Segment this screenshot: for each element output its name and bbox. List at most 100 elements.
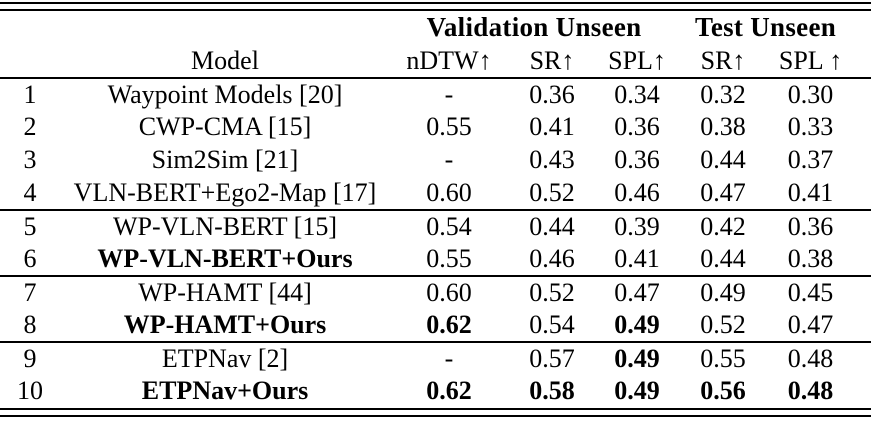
metric-value: 0.41 <box>614 243 660 273</box>
metric-value: 0.56 <box>700 376 746 406</box>
table-row: 8 WP-HAMT+Ours 0.62 0.54 0.49 0.52 0.47 <box>0 309 871 342</box>
model-name: WP-HAMT [44] <box>138 277 312 307</box>
metric-value: 0.38 <box>700 112 746 142</box>
table-header: Validation Unseen Test Unseen Model nDTW… <box>0 11 871 78</box>
metric-value: 0.47 <box>614 277 660 307</box>
model-name: Waypoint Models [20] <box>107 79 343 109</box>
metric-value: 0.41 <box>787 177 834 207</box>
metric-value: 0.33 <box>787 112 834 142</box>
metric-value: 0.42 <box>700 211 746 241</box>
row-index: 9 <box>23 343 37 373</box>
metric-value: 0.48 <box>787 376 834 406</box>
table-row-group: 9 ETPNav [2] - 0.57 0.49 0.55 0.48 10 ETPNav+Our… <box>0 342 871 408</box>
metric-value: 0.36 <box>787 211 834 241</box>
model-name: WP-VLN-BERT [15] <box>113 211 337 241</box>
row-index: 8 <box>23 309 37 339</box>
results-table: Validation Unseen Test Unseen Model nDTW… <box>0 2 871 417</box>
metric-value: 0.39 <box>614 211 660 241</box>
metric-value: 0.60 <box>426 277 472 307</box>
metric-value: - <box>444 343 454 373</box>
metric-value: - <box>444 145 454 175</box>
table-row-group: 5 WP-VLN-BERT [15] 0.54 0.44 0.39 0.42 0.36 6 WP… <box>0 210 871 276</box>
metric-value: 0.55 <box>426 243 472 273</box>
metric-value: 0.54 <box>529 309 575 339</box>
metric-value: 0.62 <box>426 309 472 339</box>
row-index: 3 <box>23 145 37 175</box>
table-row: 3 Sim2Sim [21] - 0.43 0.36 0.44 0.37 <box>0 144 871 177</box>
model-name: Sim2Sim [21] <box>151 145 299 175</box>
table-row-group: 1 Waypoint Models [20] -0.36 0.34 0.32 0.30 2 C… <box>0 78 871 210</box>
metric-value: 0.49 <box>614 376 660 406</box>
metric-value: 0.44 <box>529 211 575 241</box>
metric-value: 0.41 <box>529 112 575 142</box>
column-header-sr-test: SR↑ <box>700 45 746 75</box>
table-row: 4 VLN-BERT+Ego2-Map [17] 0.60 0.52 0.46 0.47 0… <box>0 177 871 210</box>
metric-value: 0.55 <box>426 112 472 142</box>
group-header-validation-unseen: Validation Unseen <box>426 12 642 43</box>
column-header-model: Model <box>191 45 259 75</box>
metric-value: 0.32 <box>700 79 746 109</box>
metric-value: 0.30 <box>787 79 834 109</box>
metric-value: 0.36 <box>614 112 660 142</box>
row-index: 5 <box>23 211 37 241</box>
column-header-row: Model nDTW↑ SR↑ SPL↑ SR↑ SPL ↑ <box>0 45 871 78</box>
model-name: WP-VLN-BERT+Ours <box>97 243 353 273</box>
metric-value: 0.38 <box>787 243 834 273</box>
table-row-group: 7 WP-HAMT [44] 0.60 0.52 0.47 0.49 0.45 8 WP-HAM… <box>0 276 871 342</box>
metric-value: 0.45 <box>787 277 834 307</box>
column-header-sr-val: SR↑ <box>529 45 575 75</box>
group-header-row: Validation Unseen Test Unseen <box>0 11 871 45</box>
metric-value: 0.44 <box>700 243 746 273</box>
model-name: ETPNav+Ours <box>141 376 309 406</box>
table-row: 1 Waypoint Models [20] - 0.36 0.34 0.32 0.30 <box>0 78 871 111</box>
metric-value: 0.36 <box>614 145 660 175</box>
results-table-grid: Validation Unseen Test Unseen Model nDTW… <box>0 11 871 408</box>
table-row: 9 ETPNav [2] - 0.57 0.49 0.55 0.48 <box>0 342 871 375</box>
metric-value: 0.49 <box>700 277 746 307</box>
metric-value: 0.36 <box>529 79 575 109</box>
row-index: 7 <box>23 277 37 307</box>
metric-value: 0.37 <box>787 145 834 175</box>
metric-value: 0.48 <box>787 343 834 373</box>
group-header-test-unseen: Test Unseen <box>695 12 837 43</box>
metric-value: 0.60 <box>426 177 472 207</box>
table-row: 10 ETPNav+Ours 0.62 0.58 0.49 0.56 0.48 <box>0 375 871 408</box>
metric-value: 0.58 <box>529 376 575 406</box>
table-row: 5 WP-VLN-BERT [15] 0.54 0.44 0.39 0.42 0.36 <box>0 210 871 243</box>
row-index: 2 <box>23 112 37 142</box>
row-index: 10 <box>17 376 43 406</box>
column-header-spl-val: SPL↑ <box>608 45 666 75</box>
metric-value: 0.52 <box>529 277 575 307</box>
metric-value: 0.57 <box>529 343 575 373</box>
metric-value: 0.44 <box>700 145 746 175</box>
model-name: ETPNav [2] <box>161 343 289 373</box>
metric-value: 0.52 <box>700 309 746 339</box>
metric-value: 0.55 <box>700 343 746 373</box>
metric-value: 0.46 <box>529 243 575 273</box>
table-top-rule <box>0 2 871 11</box>
metric-value: 0.47 <box>787 309 834 339</box>
group-header-spacer <box>0 11 390 45</box>
model-name: CWP-CMA [15] <box>138 112 312 142</box>
table-bottom-rule <box>0 408 871 417</box>
metric-value: 0.62 <box>426 376 472 406</box>
row-index: 1 <box>23 79 37 109</box>
metric-value: 0.49 <box>614 309 660 339</box>
metric-value: 0.49 <box>614 343 660 373</box>
metric-value: 0.43 <box>529 145 575 175</box>
metric-value: 0.54 <box>426 211 472 241</box>
metric-value: 0.46 <box>614 177 660 207</box>
table-row: 7 WP-HAMT [44] 0.60 0.52 0.47 0.49 0.45 <box>0 276 871 309</box>
row-index: 6 <box>23 243 37 273</box>
table-row: 2 CWP-CMA [15] 0.55 0.41 0.36 0.38 0.33 <box>0 111 871 144</box>
row-index: 4 <box>23 177 37 207</box>
metric-value: 0.34 <box>614 79 660 109</box>
metric-value: - <box>444 79 454 109</box>
model-name: WP-HAMT+Ours <box>123 309 327 339</box>
table-row: 6 WP-VLN-BERT+Ours 0.55 0.46 0.41 0.44 0.38 <box>0 243 871 276</box>
metric-value: 0.47 <box>700 177 746 207</box>
column-header-index <box>0 45 60 78</box>
column-header-spl-test: SPL ↑ <box>778 45 843 75</box>
metric-value: 0.52 <box>529 177 575 207</box>
